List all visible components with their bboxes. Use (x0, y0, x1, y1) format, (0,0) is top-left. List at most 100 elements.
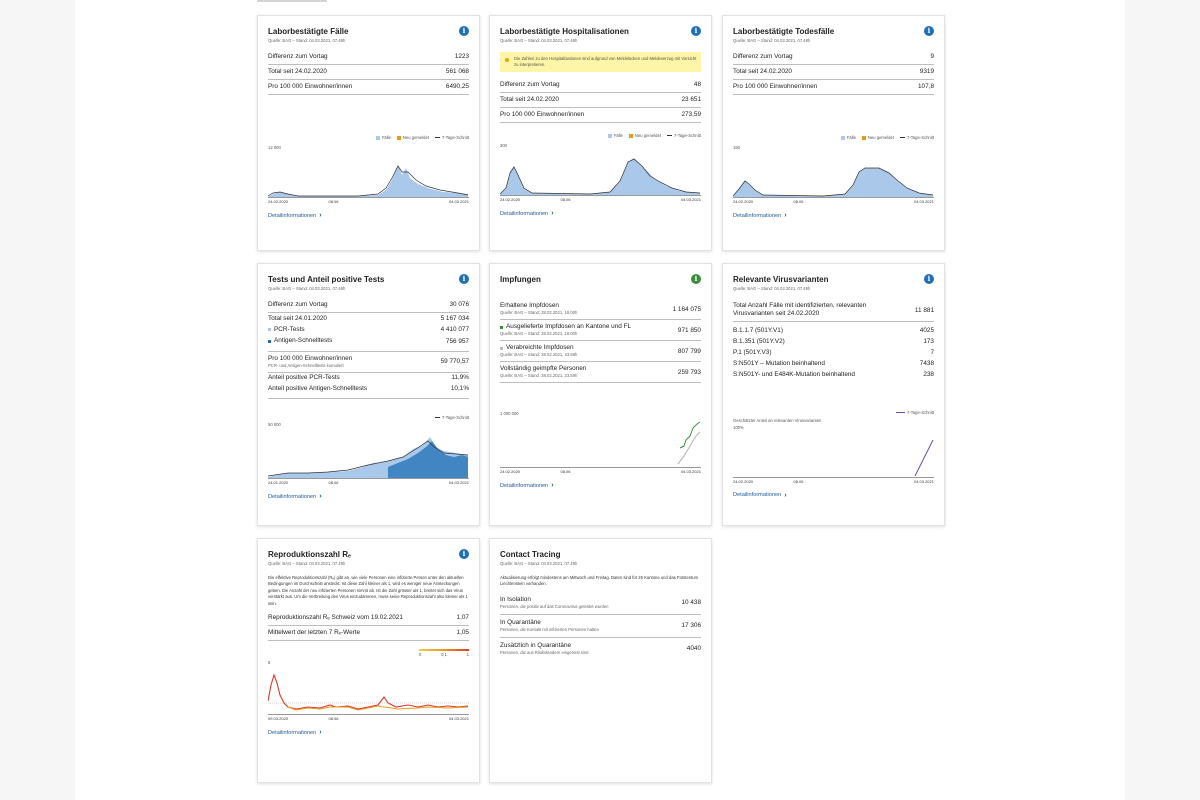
variant-label: S:N501Y- und E484K-Mutation beinhaltend (733, 370, 855, 378)
y-axis-max: 1 000 000 (500, 411, 519, 416)
stat-row: PCR-Tests 4 410 077 (268, 324, 469, 336)
info-icon[interactable]: i (459, 26, 469, 36)
x-label: 04.03.2021 (448, 199, 469, 204)
stat-source: Quelle: BAG – Stand: 28.02.2021, 18.00h (500, 331, 578, 336)
x-axis-labels: 24.02.2020 08.06 04.03.2021 (733, 199, 934, 204)
variant-value: 173 (923, 337, 934, 345)
legend-item: 7-Tage-Schnitt (896, 410, 934, 415)
variant-row: B.1.1.7 (501Y.V1) 4025 (733, 325, 934, 336)
stat-row: Differenz zum Vortag 30 076 (268, 298, 469, 313)
detail-link[interactable]: Detailinformationen › (268, 493, 469, 500)
delivered-marker-icon (500, 325, 503, 329)
info-icon[interactable]: i (459, 274, 469, 284)
y-axis-max: 12 000 (268, 145, 281, 150)
x-axis-labels: 24.02.2020 08.06 04.03.2021 (733, 479, 934, 484)
stat-row: Erhaltene Impfdosen Quelle: BAG – Stand: … (500, 299, 701, 320)
detail-link-label: Detailinformationen (268, 729, 317, 736)
scale-labels: 0 0,1 1 (419, 652, 469, 657)
chart-legend: 7-Tage-Schnitt (268, 415, 469, 420)
x-label: 04.03.2021 (448, 716, 469, 722)
stat-value: 6490,25 (445, 83, 469, 90)
scale-block: 0 0,1 1 (419, 649, 469, 657)
info-icon[interactable]: i (691, 274, 701, 284)
stat-label: Total seit 24.02.2020 (733, 68, 792, 75)
deaths-chart (733, 167, 934, 198)
x-label: 24.01.2020 (268, 480, 289, 485)
stat-label: Pro 100 000 Einwohner/innen (500, 111, 585, 118)
stat-row: Total Anzahl Fälle mit identifizierten, … (733, 298, 934, 322)
stat-value: 9319 (919, 68, 934, 75)
stat-row: Ausgelieferte Impfdosen an Kantone und F… (500, 320, 701, 341)
legend-label: Fälle (613, 133, 623, 138)
top-divider (257, 0, 327, 2)
stat-row: Anteil positive Antigen-Schnelltests 10,1… (268, 384, 469, 397)
scale-label: 0,1 (441, 652, 447, 658)
chart-label: Geschätzter Anteil an relevanten Virusva… (733, 417, 822, 423)
stat-row: Differenz zum Vortag 1223 (268, 50, 469, 65)
legend-label: 7-Tage-Schnitt (442, 135, 469, 140)
stat-label-block: Vollständig geimpfte Personen Quelle: BAG… (500, 365, 586, 379)
x-label: 08.06 (328, 716, 339, 722)
detail-link[interactable]: Detailinformationen › (733, 212, 934, 219)
detail-link[interactable]: Detailinformationen › (733, 492, 934, 499)
stat-label: Total seit 24.01.2020 (268, 314, 327, 322)
stat-value: 48 (693, 81, 701, 88)
stat-label: PCR-Tests (268, 326, 305, 334)
stat-label: Differenz zum Vortag (268, 53, 328, 60)
card-vaccinations: i Impfungen Erhaltene Impfdosen Quelle: B… (489, 263, 712, 526)
x-label: 08.06 (560, 197, 571, 202)
legend-item: 7-Tage-Schnitt (900, 135, 934, 140)
card-title: Relevante Virusvarianten (733, 275, 829, 284)
administered-line (677, 431, 701, 465)
legend-item: 7-Tage-Schnitt (667, 133, 701, 138)
stat-value: 11 881 (914, 306, 934, 314)
stat-label: Pro 100 000 Einwohner/innen (268, 354, 353, 362)
detail-link-label: Detailinformationen (268, 493, 317, 500)
line-swatch-icon (435, 417, 440, 418)
info-icon[interactable]: i (691, 26, 701, 36)
orange-swatch-icon (628, 133, 633, 138)
source-text: Quelle: BAG – Stand: 04.03.2021, 07.48h (733, 38, 811, 43)
stat-value: 59 770,57 (440, 358, 469, 365)
line-swatch-icon (896, 411, 905, 413)
variant-row: S:N501Y- und E484K-Mutation beinhaltend 2… (733, 369, 934, 382)
stat-row: Zusätzlich in Quarantäne Personen, die au… (500, 638, 701, 660)
bar-swatch-icon (607, 133, 612, 138)
stat-value: 1,07 (456, 614, 469, 622)
detail-link[interactable]: Detailinformationen › (500, 482, 701, 489)
line-swatch-icon (900, 137, 905, 138)
stat-label: Anteil positive Antigen-Schnelltests (268, 385, 368, 392)
stats-list: Differenz zum Vortag 1223 Total seit 24.0… (268, 50, 469, 95)
stat-label-block: In Isolation Personen, die positiv auf da… (500, 596, 608, 610)
x-label: 08.06 (560, 469, 571, 474)
detail-link[interactable]: Detailinformationen › (500, 210, 701, 217)
detail-link[interactable]: Detailinformationen › (268, 729, 469, 736)
stat-value: 807 799 (677, 347, 701, 355)
bar-swatch-icon (375, 135, 380, 140)
variant-value: 7438 (919, 359, 934, 367)
info-icon[interactable]: i (924, 274, 934, 284)
source-text: Quelle: BAG – Stand: 04.03.2021, 07.48h (500, 561, 578, 566)
card-tests: i Tests und Anteil positive Tests Quelle… (257, 263, 480, 526)
stat-row: In Isolation Personen, die positiv auf da… (500, 592, 701, 615)
deaths-line (733, 167, 934, 197)
stat-label: Ausgelieferte Impfdosen an Kantone und F… (500, 323, 631, 331)
detail-link[interactable]: Detailinformationen › (268, 212, 469, 219)
source-text: Quelle: BAG – Stand: 04.03.2021, 07.48h (733, 286, 811, 291)
chart-legend: Fälle Neu gemeldet 7-Tage-Schnitt (500, 133, 701, 138)
stat-label-block: Pro 100 000 Einwohner/innen PCR- und Anti… (268, 355, 352, 369)
stat-label-block: Ausgelieferte Impfdosen an Kantone und F… (500, 323, 631, 337)
card-hospitalisations: i Laborbestätigte Hospitalisationen Quel… (489, 15, 712, 251)
stat-sublabel: PCR- und Antigen-Schnelltests kumuliert (268, 362, 344, 368)
tests-line (268, 440, 469, 477)
card-title: Laborbestätigte Todesfälle (733, 27, 835, 36)
info-icon[interactable]: i (459, 549, 469, 559)
stat-sublabel: Personen, die Kontakt mit infizierten Pe… (500, 626, 599, 632)
stat-label: Reproduktionszahl Rₑ Schweiz vom 19.02.2… (268, 614, 403, 622)
stat-row: Total seit 24.02.2020 561 068 (268, 65, 469, 80)
variant-label: S:N501Y – Mutation beinhaltend (733, 359, 825, 367)
x-axis-labels: 24.01.2020 08.06 04.03.2021 (268, 480, 469, 485)
legend-label: 7-Tage-Schnitt (907, 409, 934, 415)
variant-share-line (914, 439, 934, 476)
info-icon[interactable]: i (924, 26, 934, 36)
